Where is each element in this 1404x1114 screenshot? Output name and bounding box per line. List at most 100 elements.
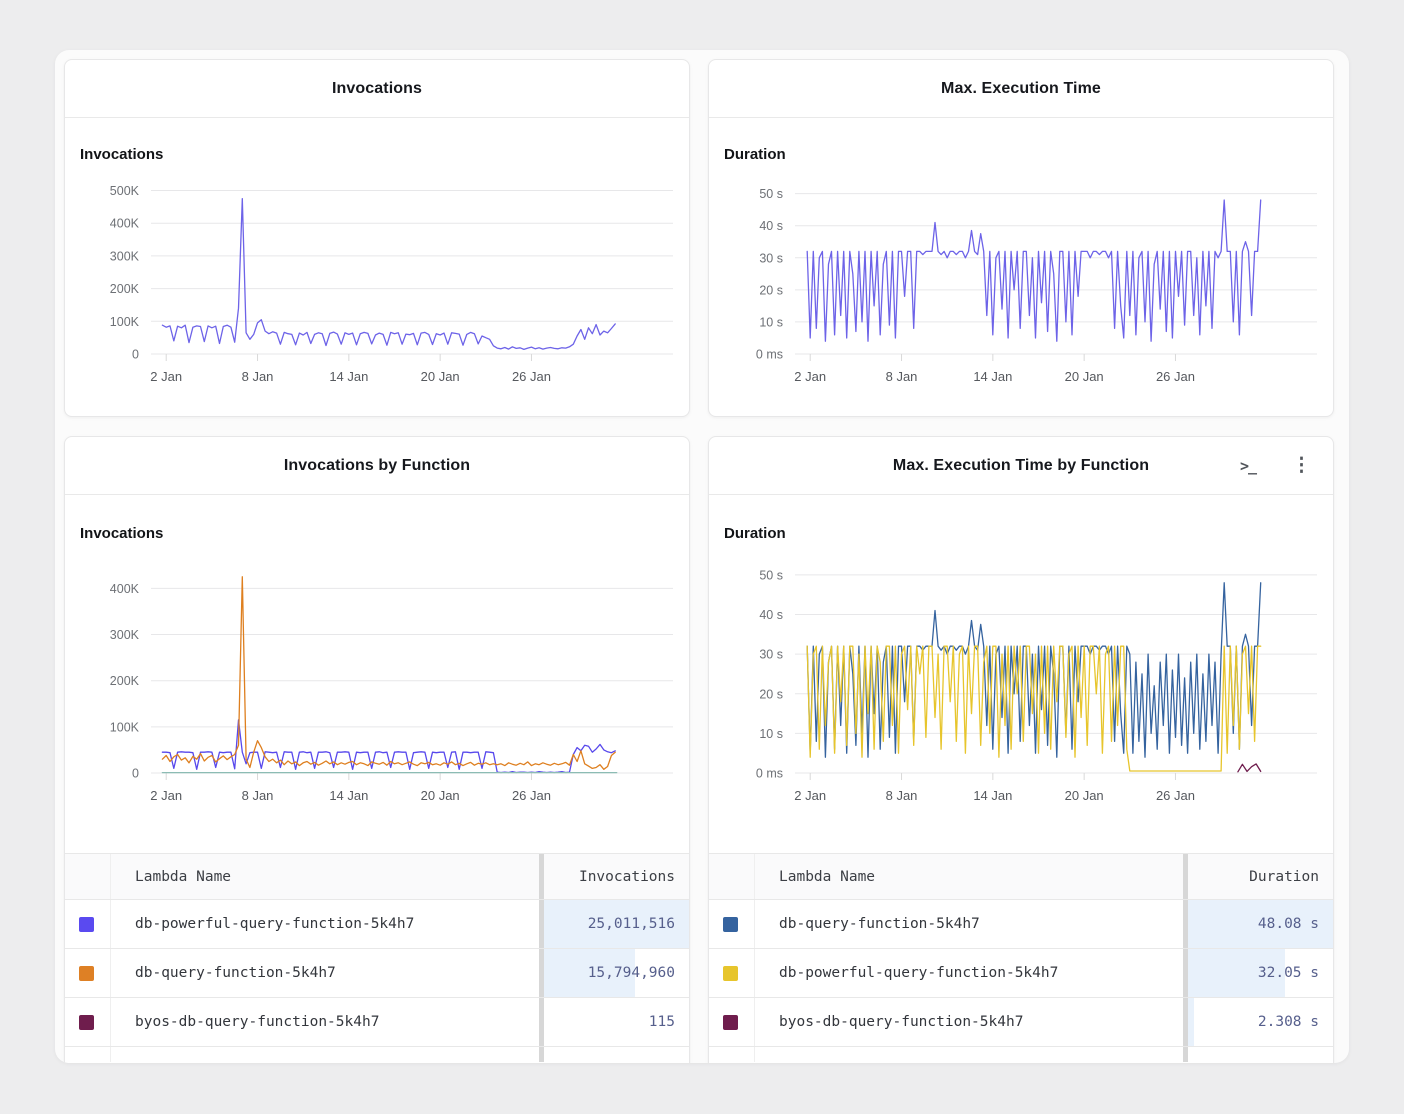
x-tick-label: 26 Jan [1156, 788, 1195, 803]
panel-header: Max. Execution Time [709, 60, 1333, 118]
value-text: 2.308 s [1257, 1014, 1319, 1030]
x-tick-label: 2 Jan [150, 369, 182, 384]
series-db-powerful-query-function-5k4h7 [161, 719, 616, 774]
legend-row[interactable]: db-powerful-query-function-5k4h7 25,011,5… [65, 900, 689, 949]
y-tick-label: 40 s [759, 219, 783, 233]
y-tick-label: 30 s [759, 251, 783, 265]
y-tick-label: 400K [110, 217, 140, 231]
invocations-chart[interactable]: 0 100K 200K 300K 400K 500K 2 Jan 8 Jan 14 Jan 20 … [77, 169, 677, 397]
y-tick-label: 40 s [759, 608, 783, 622]
series-swatch [65, 900, 110, 948]
x-tick-label: 20 Jan [1065, 369, 1104, 384]
x-tick-label: 20 Jan [1065, 788, 1104, 803]
legend-row[interactable]: db-powerful-query-function-5k4h7 32.05 s [709, 949, 1333, 998]
x-tick-label: 20 Jan [421, 788, 460, 803]
value-cell: 2.308 s [1188, 998, 1333, 1046]
lambda-name-cell: byos-db-query-function-5k4h7 [110, 998, 539, 1046]
clipped-cell [1183, 1047, 1188, 1062]
y-tick-label: 20 s [759, 283, 783, 297]
x-tick-label: 14 Jan [973, 788, 1012, 803]
x-tick-label: 2 Jan [794, 788, 826, 803]
value-cell: 115 [544, 998, 689, 1046]
swatch-column-header [709, 854, 754, 899]
y-tick-label: 500K [110, 184, 140, 198]
column-resize-divider[interactable] [1183, 949, 1188, 997]
value-text: 25,011,516 [587, 916, 675, 932]
value-cell: 48.08 s [1188, 900, 1333, 948]
x-tick-label: 8 Jan [886, 369, 918, 384]
y-tick-label: 300K [110, 628, 140, 642]
panel-title: Invocations by Function [283, 456, 471, 474]
value-bar [1188, 949, 1286, 997]
clipped-cell [65, 1047, 110, 1062]
value-text: 48.08 s [1257, 916, 1319, 932]
series-Invocations [161, 198, 616, 351]
value-bar [544, 949, 636, 997]
series-color-swatch [723, 916, 738, 932]
lambda-name-cell: db-query-function-5k4h7 [110, 949, 539, 997]
x-tick-label: 26 Jan [512, 369, 551, 384]
max-execution-time-chart[interactable]: 0 ms 10 s 20 s 30 s 40 s 50 s 2 Jan 8 Jan 14 Jan… [721, 169, 1321, 397]
clipped-cell [544, 1047, 689, 1062]
lambda-name-column-header: Lambda Name [110, 854, 539, 899]
column-resize-divider[interactable] [539, 998, 544, 1046]
y-tick-label: 0 [132, 348, 139, 362]
duration-column-header: Duration [1249, 868, 1319, 885]
legend-row[interactable]: byos-db-query-function-5k4h7 2.308 s [709, 998, 1333, 1047]
value-text: 32.05 s [1257, 965, 1319, 981]
invocations-column-header: Invocations [578, 868, 675, 885]
x-tick-label: 26 Jan [512, 788, 551, 803]
lambda-name-cell: db-powerful-query-function-5k4h7 [110, 900, 539, 948]
invocations-legend-table: Lambda Name Invocations db-powerful-quer… [65, 853, 689, 1062]
value-text: 15,794,960 [587, 965, 675, 981]
series-swatch [709, 900, 754, 948]
series-db-query-function-5k4h7 [161, 576, 616, 770]
clipped-cell [1188, 1047, 1333, 1062]
clipped-row [65, 1047, 689, 1062]
x-tick-label: 14 Jan [329, 788, 368, 803]
y-axis-label: Duration [724, 525, 786, 542]
column-resize-divider[interactable] [539, 854, 544, 899]
clipped-cell [709, 1047, 754, 1062]
series-color-swatch [79, 965, 94, 981]
y-tick-label: 0 [132, 767, 139, 781]
max-execution-time-by-function-chart[interactable]: 0 ms 10 s 20 s 30 s 40 s 50 s 2 Jan 8 Jan 14 Jan… [721, 548, 1321, 816]
y-tick-label: 300K [110, 249, 140, 263]
value-cell: 32.05 s [1188, 949, 1333, 997]
series-color-swatch [79, 916, 94, 932]
series-color-swatch [79, 1014, 94, 1030]
y-tick-label: 0 ms [756, 348, 783, 362]
panel-max-execution-time-by-function: Max. Execution Time by Function >_ ⋮ Dur… [708, 436, 1334, 1063]
x-tick-label: 8 Jan [242, 369, 274, 384]
y-axis-label: Invocations [80, 525, 164, 542]
y-tick-label: 50 s [759, 568, 783, 582]
invocations-by-function-chart[interactable]: 0 100K 200K 300K 400K 2 Jan 8 Jan 14 Jan 20 Jan 2… [77, 548, 677, 816]
x-tick-label: 8 Jan [242, 788, 274, 803]
legend-row[interactable]: db-query-function-5k4h7 15,794,960 [65, 949, 689, 998]
terminal-icon[interactable]: >_ [1239, 456, 1257, 475]
legend-row[interactable]: byos-db-query-function-5k4h7 115 [65, 998, 689, 1047]
column-resize-divider[interactable] [1183, 998, 1188, 1046]
x-tick-label: 2 Jan [150, 788, 182, 803]
series-color-swatch [723, 1014, 738, 1030]
column-resize-divider[interactable] [539, 949, 544, 997]
value-bar [1188, 900, 1333, 948]
duration-legend-table: Lambda Name Duration db-query-function-5… [709, 853, 1333, 1062]
x-tick-label: 26 Jan [1156, 369, 1195, 384]
clipped-row [709, 1047, 1333, 1062]
y-tick-label: 100K [110, 720, 140, 734]
y-tick-label: 20 s [759, 687, 783, 701]
table-header-row: Lambda Name Invocations [65, 854, 689, 900]
value-bar [544, 900, 689, 948]
legend-row[interactable]: db-query-function-5k4h7 48.08 s [709, 900, 1333, 949]
panel-header-actions: >_ ⋮ [1240, 437, 1311, 494]
column-resize-divider[interactable] [1183, 900, 1188, 948]
panel-title: Max. Execution Time by Function [892, 456, 1150, 474]
kebab-menu-icon[interactable]: ⋮ [1292, 455, 1311, 476]
series-Duration [806, 199, 1262, 342]
value-cell: 25,011,516 [544, 900, 689, 948]
panel-header: Invocations by Function [65, 437, 689, 495]
column-resize-divider[interactable] [1183, 854, 1188, 899]
panel-title: Max. Execution Time [941, 79, 1101, 97]
column-resize-divider[interactable] [539, 900, 544, 948]
